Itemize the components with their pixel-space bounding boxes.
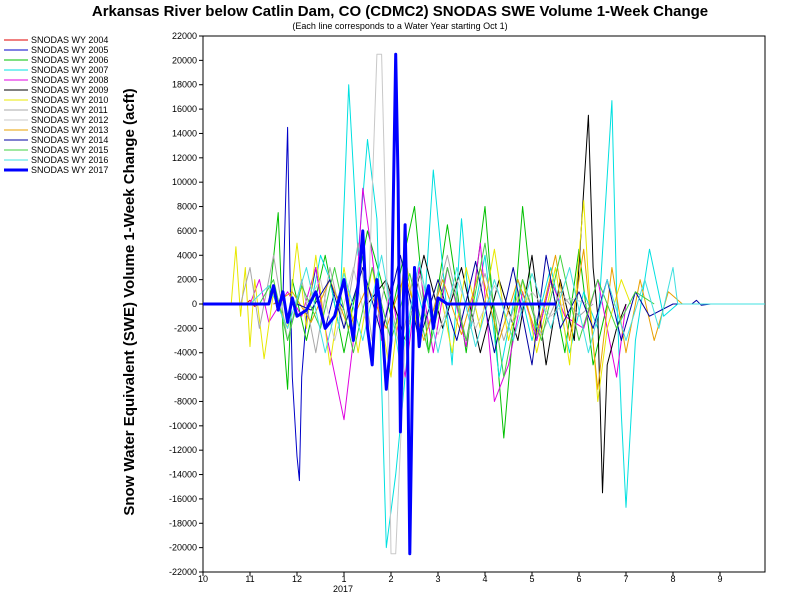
x-tick-label: 10 xyxy=(198,574,208,584)
y-tick-label: 12000 xyxy=(172,153,197,163)
y-tick-label: 20000 xyxy=(172,55,197,65)
legend-label: SNODAS WY 2006 xyxy=(31,55,108,65)
x-tick-label: 2 xyxy=(388,574,393,584)
y-tick-label: -10000 xyxy=(169,421,197,431)
x-tick-label: 8 xyxy=(670,574,675,584)
y-tick-label: -2000 xyxy=(174,323,197,333)
legend-label: SNODAS WY 2015 xyxy=(31,145,108,155)
y-axis: -22000-20000-18000-16000-14000-12000-100… xyxy=(169,31,203,577)
legend-label: SNODAS WY 2008 xyxy=(31,75,108,85)
y-tick-label: -4000 xyxy=(174,348,197,358)
legend-label: SNODAS WY 2011 xyxy=(31,105,108,115)
y-tick-label: -14000 xyxy=(169,470,197,480)
y-tick-label: 0 xyxy=(192,299,197,309)
series-line xyxy=(258,242,655,378)
y-tick-label: -22000 xyxy=(169,567,197,577)
x-tick-label: 12 xyxy=(292,574,302,584)
y-axis-label: Snow Water Equivalent (SWE) Volume 1-Wee… xyxy=(121,88,138,515)
y-tick-label: -16000 xyxy=(169,494,197,504)
legend-label: SNODAS WY 2004 xyxy=(31,35,108,45)
y-tick-label: -12000 xyxy=(169,445,197,455)
y-tick-label: 18000 xyxy=(172,80,197,90)
series-line xyxy=(203,52,556,556)
x-tick-label: 11 xyxy=(245,574,254,584)
legend-label: SNODAS WY 2013 xyxy=(31,125,108,135)
y-tick-label: 16000 xyxy=(172,104,197,114)
legend-label: SNODAS WY 2010 xyxy=(31,95,108,105)
y-tick-label: 6000 xyxy=(177,226,197,236)
y-tick-label: 8000 xyxy=(177,202,197,212)
y-tick-label: -6000 xyxy=(174,372,197,382)
x-tick-label: 1 xyxy=(341,574,346,584)
legend-label: SNODAS WY 2005 xyxy=(31,45,108,55)
y-tick-label: 4000 xyxy=(177,250,197,260)
legend-label: SNODAS WY 2007 xyxy=(31,65,108,75)
legend-label: SNODAS WY 2012 xyxy=(31,115,108,125)
x-year-label: 2017 xyxy=(333,584,353,594)
series-line xyxy=(296,254,711,366)
legend-label: SNODAS WY 2016 xyxy=(31,155,108,165)
y-tick-label: 10000 xyxy=(172,177,197,187)
series-line xyxy=(249,187,627,421)
y-tick-label: 2000 xyxy=(177,275,197,285)
legend-label: SNODAS WY 2014 xyxy=(31,135,108,145)
chart-subtitle: (Each line corresponds to a Water Year s… xyxy=(292,21,507,31)
y-tick-label: 14000 xyxy=(172,128,197,138)
y-tick-label: 22000 xyxy=(172,31,197,41)
chart-title: Arkansas River below Catlin Dam, CO (CDM… xyxy=(92,3,708,20)
x-tick-label: 6 xyxy=(576,574,581,584)
x-tick-label: 4 xyxy=(482,574,487,584)
x-tick-label: 9 xyxy=(717,574,722,584)
y-tick-label: -8000 xyxy=(174,396,197,406)
y-tick-label: -20000 xyxy=(169,543,197,553)
x-tick-label: 3 xyxy=(435,574,440,584)
legend-label: SNODAS WY 2017 xyxy=(31,165,108,175)
y-tick-label: -18000 xyxy=(169,518,197,528)
x-tick-label: 7 xyxy=(623,574,628,584)
legend-label: SNODAS WY 2009 xyxy=(31,85,108,95)
x-tick-label: 5 xyxy=(529,574,534,584)
series-lines xyxy=(203,52,765,556)
x-axis: 10 11 12 1 2 3 4 5 6 7 8 9 xyxy=(198,572,723,584)
series-line xyxy=(249,254,765,366)
